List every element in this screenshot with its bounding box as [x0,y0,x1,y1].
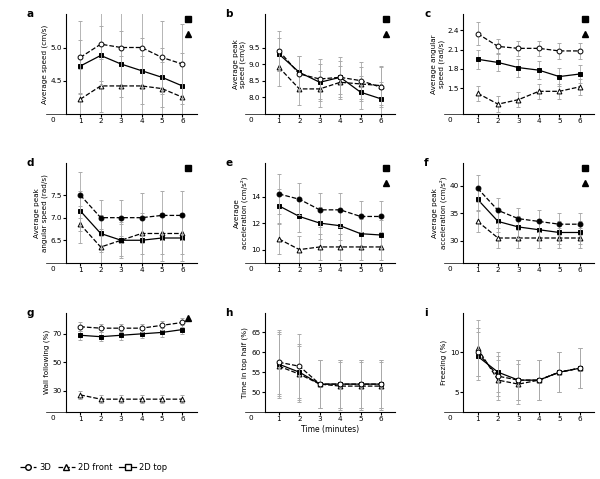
Text: 0: 0 [50,266,55,272]
Y-axis label: Average peak
speed (cm/s): Average peak speed (cm/s) [233,39,246,89]
Text: c: c [424,10,430,20]
Text: 0: 0 [448,415,452,421]
Text: 0: 0 [448,266,452,272]
Text: g: g [27,308,34,318]
Text: 0: 0 [448,116,452,123]
Legend: 3D, 2D front, 2D top: 3D, 2D front, 2D top [16,459,170,475]
X-axis label: Time (minutes): Time (minutes) [301,425,359,434]
Y-axis label: Freezing (%): Freezing (%) [440,340,447,385]
Y-axis label: Average peak
angular speed (rad/s): Average peak angular speed (rad/s) [34,174,47,252]
Text: 0: 0 [249,266,254,272]
Y-axis label: Wall following (%): Wall following (%) [43,330,50,394]
Y-axis label: Average peak
acceleration (cm/s²): Average peak acceleration (cm/s²) [433,177,447,250]
Y-axis label: Average
acceleration (cm/s²): Average acceleration (cm/s²) [234,177,248,250]
Text: h: h [226,308,233,318]
Text: i: i [424,308,428,318]
Y-axis label: Average angular
speed (rad/s): Average angular speed (rad/s) [431,34,445,94]
Text: b: b [226,10,233,20]
Text: e: e [226,159,233,169]
Text: d: d [27,159,34,169]
Text: a: a [27,10,34,20]
Text: 0: 0 [249,415,254,421]
Text: 0: 0 [50,116,55,123]
Y-axis label: Average speed (cm/s): Average speed (cm/s) [41,24,47,103]
Text: 0: 0 [50,415,55,421]
Y-axis label: Time in top half (%): Time in top half (%) [242,327,248,398]
Text: 0: 0 [249,116,254,123]
Text: f: f [424,159,429,169]
